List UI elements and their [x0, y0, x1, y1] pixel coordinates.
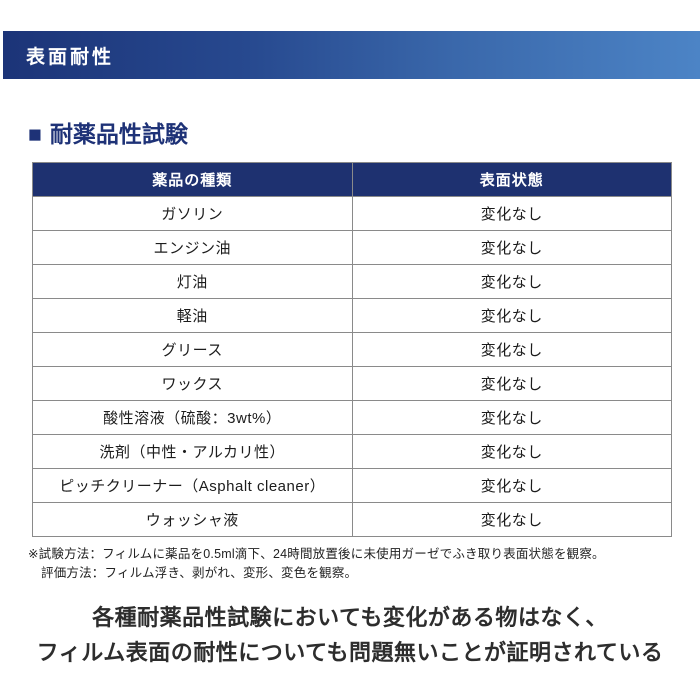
table-row: ガソリン 変化なし — [32, 195, 672, 231]
section-title: 耐薬品性試験 — [49, 121, 188, 147]
header-chemical-type: 薬品の種類 — [32, 161, 353, 197]
footnotes: ※試験方法：フィルムに薬品を0.5ml滴下、24時間放置後に未使用ガーゼでふき取… — [28, 545, 700, 583]
chemical-cell: ワックス — [32, 365, 353, 401]
page-banner: 表面耐性 — [3, 31, 700, 79]
surface-cell: 変化なし — [351, 331, 672, 367]
chemical-cell: 灯油 — [32, 263, 353, 299]
chemical-resistance-table: 薬品の種類 表面状態 ガソリン 変化なし エンジン油 変化なし 灯油 変化なし … — [32, 161, 672, 537]
chemical-cell: エンジン油 — [32, 229, 353, 265]
surface-cell: 変化なし — [351, 399, 672, 435]
chemical-cell: 酸性溶液（硫酸：3wt%） — [32, 399, 353, 435]
table-row: エンジン油 変化なし — [32, 229, 672, 265]
surface-cell: 変化なし — [351, 229, 672, 265]
chemical-cell: グリース — [32, 331, 353, 367]
table-row: 洗剤（中性・アルカリ性） 変化なし — [32, 433, 672, 469]
chemical-cell: ピッチクリーナー（Asphalt cleaner） — [32, 467, 353, 503]
section-heading: ■ 耐薬品性試験 — [28, 121, 700, 149]
surface-cell: 変化なし — [351, 467, 672, 503]
table-row: グリース 変化なし — [32, 331, 672, 367]
chemical-cell: 軽油 — [32, 297, 353, 333]
table-row: ワックス 変化なし — [32, 365, 672, 401]
chemical-cell: 洗剤（中性・アルカリ性） — [32, 433, 353, 469]
table-row: ピッチクリーナー（Asphalt cleaner） 変化なし — [32, 467, 672, 503]
footnote-test-method: ※試験方法：フィルムに薬品を0.5ml滴下、24時間放置後に未使用ガーゼでふき取… — [28, 546, 605, 561]
table-row: ウォッシャ液 変化なし — [32, 501, 672, 537]
conclusion-line1: 各種耐薬品性試験においても変化がある物はなく、 — [92, 604, 608, 630]
table-row: 灯油 変化なし — [32, 263, 672, 299]
surface-cell: 変化なし — [351, 195, 672, 231]
surface-cell: 変化なし — [351, 501, 672, 537]
table-row: 軽油 変化なし — [32, 297, 672, 333]
conclusion-text: 各種耐薬品性試験においても変化がある物はなく、 フィルム表面の耐性についても問題… — [0, 600, 700, 670]
surface-cell: 変化なし — [351, 433, 672, 469]
conclusion-line2: フィルム表面の耐性についても問題無いことが証明されている — [36, 639, 664, 665]
section-bullet-icon: ■ — [28, 121, 42, 147]
chemical-cell: ウォッシャ液 — [32, 501, 353, 537]
header-surface-state: 表面状態 — [351, 161, 672, 197]
table-header-row: 薬品の種類 表面状態 — [32, 161, 672, 197]
chemical-cell: ガソリン — [32, 195, 353, 231]
banner-title: 表面耐性 — [26, 46, 115, 68]
surface-cell: 変化なし — [351, 263, 672, 299]
table-row: 酸性溶液（硫酸：3wt%） 変化なし — [32, 399, 672, 435]
surface-cell: 変化なし — [351, 365, 672, 401]
surface-cell: 変化なし — [351, 297, 672, 333]
footnote-evaluation-method: 評価方法：フィルム浮き、剥がれ、変形、変色を観察。 — [41, 565, 358, 580]
